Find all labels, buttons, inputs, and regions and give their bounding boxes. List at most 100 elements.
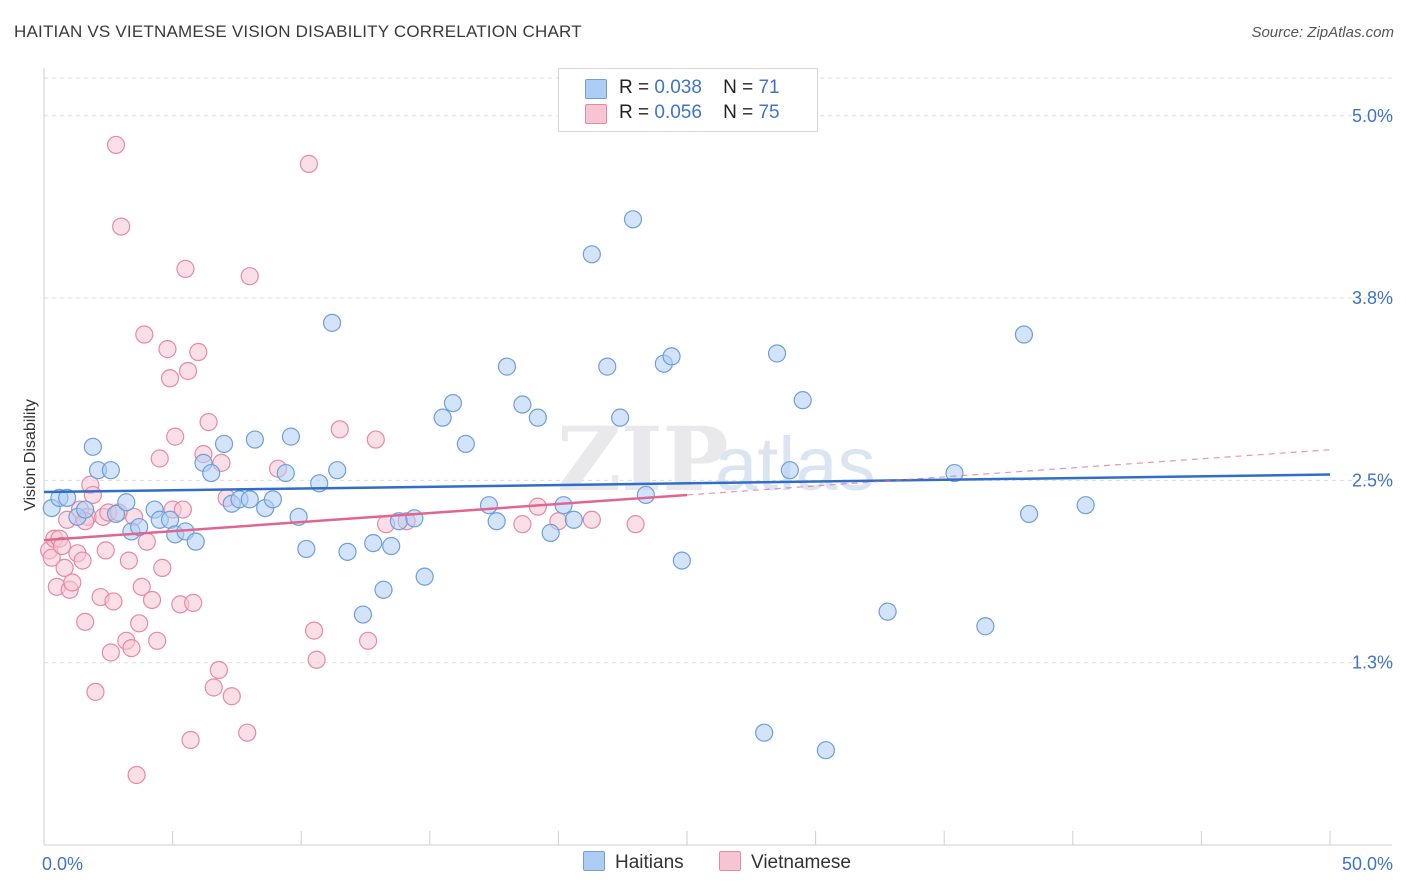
vietnamese-point <box>158 340 177 359</box>
haitians-point <box>76 500 95 519</box>
vietnamese-point <box>135 325 154 344</box>
vietnamese-n-label: N = <box>723 102 754 123</box>
vietnamese-swatch <box>585 104 607 124</box>
haitians-n-value: 71 <box>758 77 780 98</box>
vietnamese-point <box>86 682 105 701</box>
haitians-point <box>443 393 463 413</box>
vietnamese-point <box>184 593 203 612</box>
bottom-legend-vietnamese: Vietnamese <box>719 851 851 874</box>
gridlines <box>44 77 1392 664</box>
haitians-point <box>186 532 205 551</box>
vietnamese-point <box>42 548 61 567</box>
vietnamese-point <box>582 510 601 529</box>
vietnamese-points <box>40 135 645 785</box>
vietnamese-point <box>119 551 138 570</box>
x-tick-label-min: 0.0% <box>42 854 83 874</box>
haitians-n-label: N = <box>723 77 754 98</box>
haitians-point <box>945 463 964 483</box>
haitians-swatch <box>585 79 607 99</box>
vietnamese-point <box>73 551 92 570</box>
vietnamese-point <box>204 678 223 697</box>
vietnamese-point <box>304 621 324 640</box>
haitians-point <box>374 580 393 599</box>
vietnamese-point <box>104 592 123 611</box>
haitians-point <box>1076 496 1095 515</box>
vietnamese-point <box>122 639 141 658</box>
vietnamese-point <box>55 558 74 577</box>
tick-labels: 1.3% 2.5% 3.8% 5.0% 0.0% 50.0% <box>42 106 1393 874</box>
haitians-point <box>297 539 316 559</box>
haitians-point <box>456 434 475 454</box>
haitians-point <box>83 437 102 456</box>
vietnamese-point <box>160 369 180 388</box>
haitians-trend-line <box>43 473 1331 494</box>
vietnamese-point <box>222 687 241 706</box>
haitians-point <box>353 605 373 624</box>
chart-title: HAITIAN VS VIETNAMESE VISION DISABILITY … <box>14 22 582 41</box>
vietnamese-point <box>132 577 151 596</box>
vietnamese-point <box>153 558 172 577</box>
vietnamese-point <box>307 650 326 669</box>
haitians-point <box>976 617 995 636</box>
haitians-point <box>767 344 787 363</box>
vietnamese-point <box>173 500 192 519</box>
haitians-point <box>623 210 643 229</box>
vietnamese-point <box>358 631 378 650</box>
vietnamese-point <box>52 536 72 556</box>
vietnamese-legend-label: Vietnamese <box>751 852 851 873</box>
y-tick-label: 2.5% <box>1352 470 1393 490</box>
vietnamese-point <box>366 430 385 449</box>
haitians-point <box>276 463 295 483</box>
vietnamese-point <box>101 643 120 662</box>
vietnamese-point <box>63 573 82 592</box>
vietnamese-point <box>178 361 198 381</box>
y-tick-label: 3.8% <box>1352 288 1393 308</box>
watermark: ZIP atlas <box>557 407 876 511</box>
haitians-r-label: R = <box>619 77 650 98</box>
haitians-point <box>245 430 265 449</box>
haitians-point <box>202 463 221 483</box>
haitians-point <box>117 493 136 512</box>
vietnamese-legend-swatch <box>719 851 741 871</box>
haitians-point <box>780 461 799 480</box>
haitians-point <box>662 347 681 366</box>
vietnamese-point <box>148 631 167 650</box>
haitians-point <box>487 512 506 531</box>
haitians-point <box>364 533 383 553</box>
y-tick-label: 1.3% <box>1352 653 1393 673</box>
haitians-point <box>541 523 560 542</box>
haitians-point <box>582 245 601 264</box>
haitians-point <box>130 517 149 537</box>
source-label: Source: ZipAtlas.com <box>1251 24 1394 41</box>
haitians-point <box>672 551 691 570</box>
haitians-point <box>101 461 120 480</box>
vietnamese-point <box>130 614 149 633</box>
vietnamese-n-value: 75 <box>758 102 780 123</box>
vietnamese-trend-extension <box>686 449 1331 496</box>
vietnamese-point <box>330 420 349 439</box>
haitians-point <box>513 395 532 414</box>
vietnamese-point <box>96 541 115 560</box>
haitians-point <box>1014 325 1034 344</box>
vietnamese-point <box>142 590 162 610</box>
haitians-point <box>240 490 259 509</box>
vietnamese-point <box>240 267 259 286</box>
axes <box>43 68 1392 846</box>
vietnamese-point <box>513 515 532 534</box>
haitians-point <box>263 490 283 509</box>
haitians-point <box>497 357 517 376</box>
haitians-point <box>564 510 583 529</box>
y-tick-label: 5.0% <box>1352 106 1393 126</box>
haitians-point <box>611 408 630 427</box>
haitians-point <box>106 504 126 524</box>
haitians-point <box>755 723 774 742</box>
vietnamese-point <box>176 259 195 278</box>
haitians-r-value: 0.038 <box>654 77 702 98</box>
vietnamese-point <box>150 449 169 468</box>
haitians-point <box>338 542 357 561</box>
haitians-point <box>433 408 452 427</box>
haitians-point <box>816 741 835 760</box>
haitians-point <box>636 485 655 505</box>
haitians-legend-label: Haitians <box>615 852 684 873</box>
